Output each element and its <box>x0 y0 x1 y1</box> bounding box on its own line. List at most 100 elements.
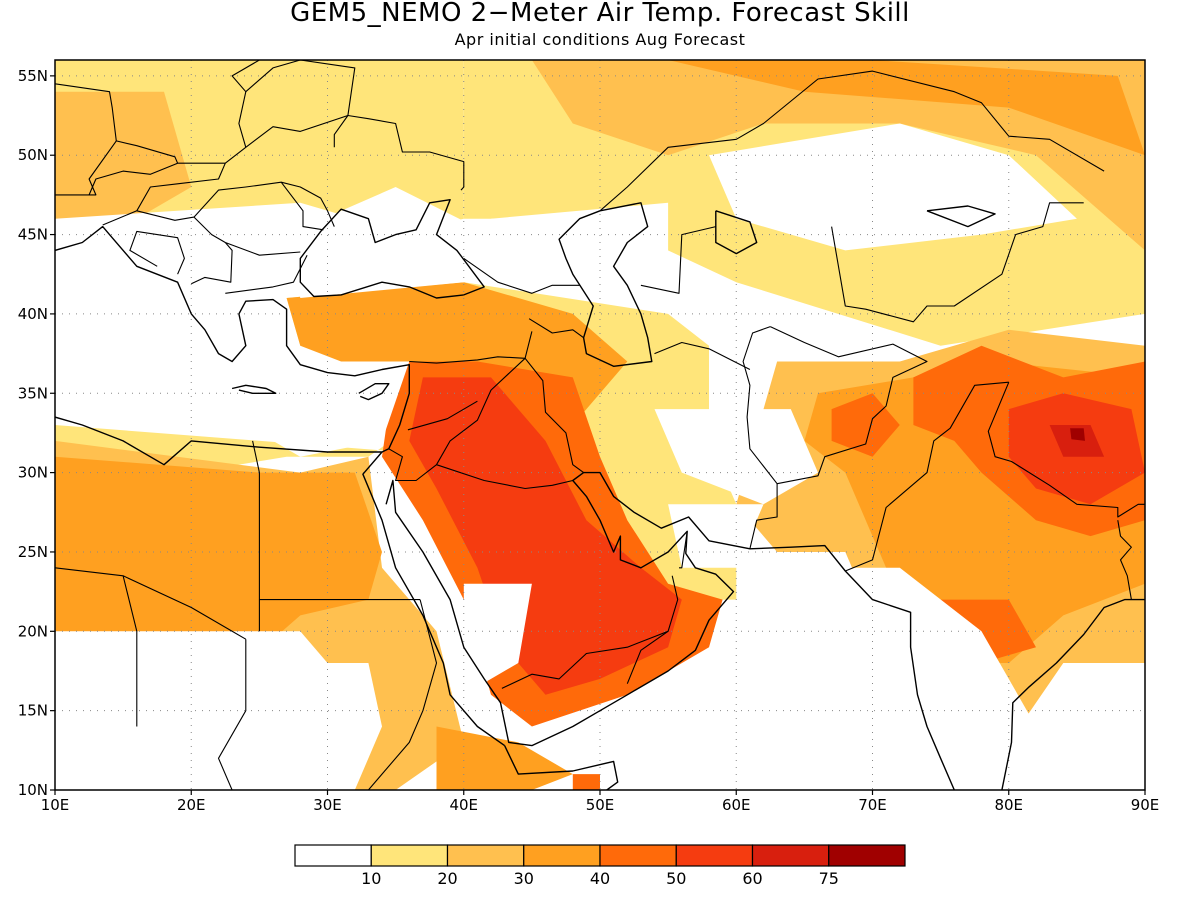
skill-region-4 <box>668 60 1145 156</box>
border-2 <box>55 567 247 640</box>
lat-tick-label: 10N <box>18 781 48 799</box>
border-18 <box>1117 520 1132 600</box>
border-24 <box>528 318 584 339</box>
low-skill-region-9 <box>55 726 219 790</box>
border-6 <box>388 331 533 482</box>
border-7 <box>409 356 526 364</box>
skill-region-16 <box>1070 428 1085 441</box>
border-27 <box>193 181 324 243</box>
border-16 <box>845 381 1009 572</box>
low-skill-region-5 <box>463 583 532 695</box>
border-17 <box>987 381 1145 518</box>
lon-tick-label: 60E <box>722 796 751 814</box>
coastline-2 <box>385 471 955 790</box>
coastline-10 <box>358 383 390 401</box>
lon-tick-label: 90E <box>1131 796 1160 814</box>
border-25 <box>225 254 308 294</box>
border-23 <box>463 257 580 294</box>
lat-tick-label: 30N <box>18 464 48 482</box>
border-21 <box>599 70 1105 212</box>
colorbar-label-5: 60 <box>742 869 762 888</box>
border-8 <box>407 400 478 431</box>
colorbar-swatch-6 <box>751 844 830 867</box>
colorbar-swatch-2 <box>446 844 525 867</box>
colorbar-swatch-4 <box>599 844 677 867</box>
skill-region-2 <box>55 91 192 235</box>
map-subtitle: Apr initial conditions Aug Forecast <box>455 30 746 49</box>
coastline-5 <box>299 198 485 299</box>
low-skill-region-4 <box>245 361 410 457</box>
skill-region-20 <box>436 726 573 790</box>
skill-region-19 <box>409 377 682 695</box>
plot-area <box>55 60 1145 790</box>
lat-tick-label: 35N <box>18 384 48 402</box>
colorbar-label-1: 20 <box>437 869 457 888</box>
border-5 <box>367 599 438 790</box>
colorbar-label-0: 10 <box>361 869 381 888</box>
low-skill-region-11 <box>654 409 818 505</box>
skill-region-3 <box>531 60 1145 251</box>
country-borders <box>55 60 1145 790</box>
border-37 <box>281 181 335 227</box>
border-20 <box>640 226 716 294</box>
lon-tick-label: 20E <box>177 796 206 814</box>
colorbar-swatch-3 <box>523 844 601 867</box>
lat-tick-label: 45N <box>18 226 48 244</box>
lon-tick-label: 10E <box>41 796 70 814</box>
border-19 <box>654 341 751 370</box>
border-4 <box>217 639 247 790</box>
border-35 <box>245 60 465 191</box>
colorbar-label-6: 75 <box>819 869 839 888</box>
low-skill-region-2 <box>491 202 669 283</box>
low-skill-region-7 <box>763 567 1036 790</box>
border-12 <box>501 630 669 689</box>
lon-tick-label: 50E <box>586 796 615 814</box>
border-33 <box>55 83 117 141</box>
coastline-1 <box>362 451 506 747</box>
coastline-9 <box>231 384 277 394</box>
colorbar: 10 20 30 40 50 60 75 <box>294 844 906 888</box>
lat-tick-label: 20N <box>18 622 48 640</box>
border-36 <box>245 114 349 148</box>
coastlines <box>55 198 1145 790</box>
lat-tick-label: 55N <box>18 67 48 85</box>
gridlines <box>55 60 1145 790</box>
border-14 <box>742 326 778 549</box>
border-10 <box>524 357 584 474</box>
latitude-axis: 10N 15N 20N 25N 30N 35N 40N 45N 50N 55N <box>18 67 55 799</box>
coastline-6 <box>558 202 653 367</box>
low-skill-region-10 <box>245 663 382 790</box>
border-29 <box>129 230 185 275</box>
lon-tick-label: 70E <box>858 796 887 814</box>
skill-region-7 <box>55 456 382 679</box>
colorbar-swatch-0 <box>294 844 372 867</box>
lat-tick-label: 25N <box>18 543 48 561</box>
border-13 <box>679 531 688 569</box>
map-title: GEM5_NEMO 2−Meter Air Temp. Forecast Ski… <box>290 0 910 28</box>
border-9 <box>436 464 573 490</box>
coastline-8 <box>926 205 996 228</box>
colorbar-label-3: 40 <box>590 869 610 888</box>
lon-tick-label: 40E <box>449 796 478 814</box>
colorbar-swatch-5 <box>675 844 754 867</box>
longitude-axis: 10E 20E 30E 40E 50E 60E 70E 80E 90E <box>41 790 1160 814</box>
coastline-0 <box>55 225 410 466</box>
skill-region-15 <box>1049 425 1105 457</box>
lon-tick-label: 30E <box>313 796 342 814</box>
lat-tick-label: 40N <box>18 305 48 323</box>
low-skill-region-1 <box>286 187 491 298</box>
border-15 <box>770 326 928 485</box>
border-0 <box>252 440 260 632</box>
lat-tick-label: 50N <box>18 146 48 164</box>
skill-region-21 <box>572 774 600 790</box>
colorbar-label-2: 30 <box>514 869 534 888</box>
coastline-7 <box>715 210 758 255</box>
colorbar-label-4: 50 <box>666 869 686 888</box>
border-3 <box>122 575 138 727</box>
lat-tick-label: 15N <box>18 702 48 720</box>
colorbar-swatch-7 <box>828 844 906 867</box>
border-22 <box>831 202 1084 323</box>
colorbar-swatch-1 <box>370 844 449 867</box>
border-38 <box>333 115 349 148</box>
